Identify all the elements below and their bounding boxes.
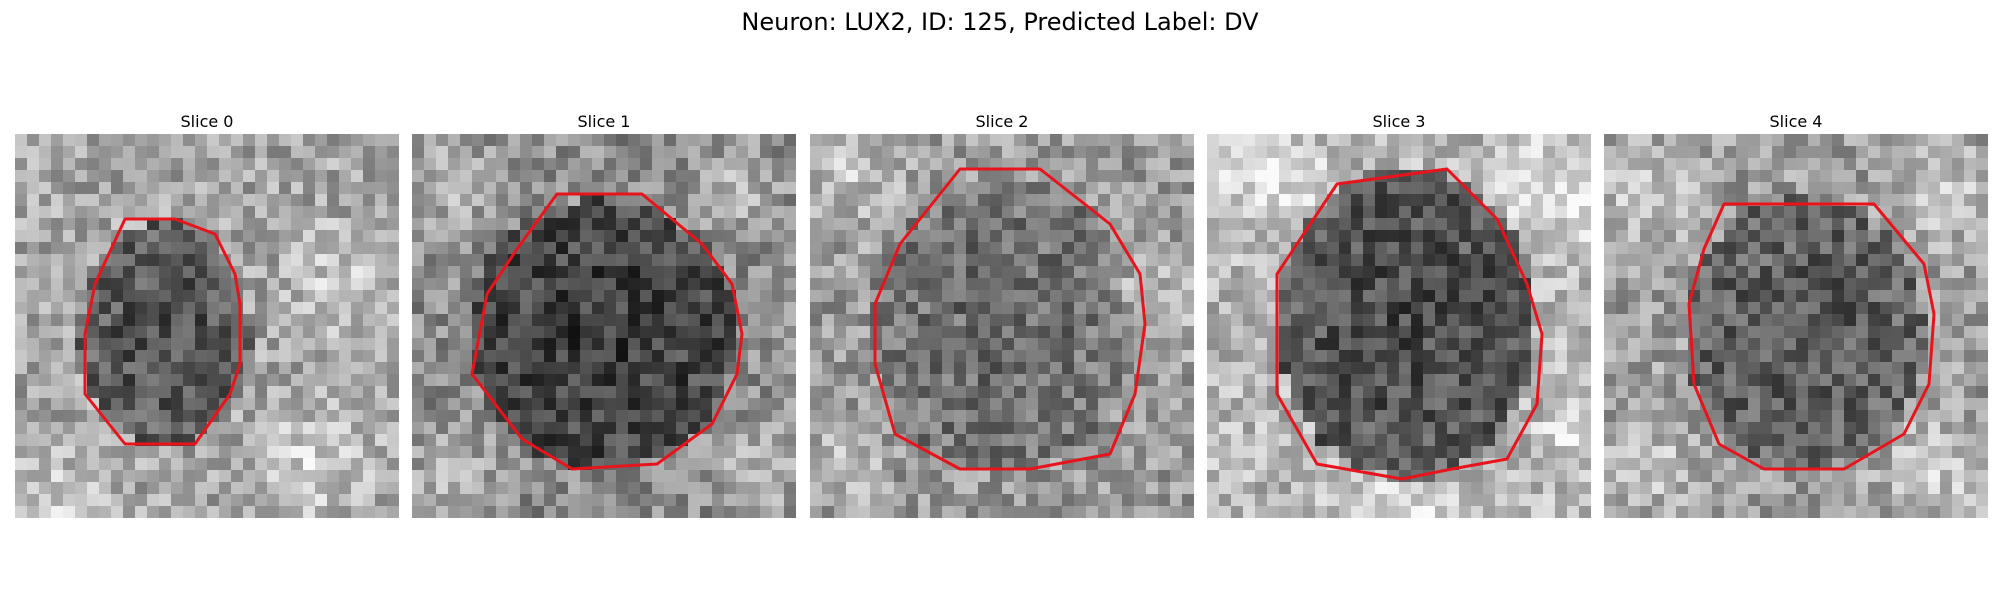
slice-title: Slice 2 [975,112,1029,131]
slice-panel-3: Slice 3 [1207,110,1591,518]
slice-image [810,134,1194,518]
figure-title: Neuron: LUX2, ID: 125, Predicted Label: … [741,8,1259,36]
segmentation-contour [83,217,242,446]
slice-panel-1: Slice 1 [412,110,796,518]
pixel-grid [1604,134,1988,518]
slice-title: Slice 3 [1372,112,1426,131]
slice-title: Slice 0 [180,112,234,131]
pixel-grid [1207,134,1591,518]
slice-panel-2: Slice 2 [810,110,1194,518]
slice-title: Slice 1 [577,112,631,131]
pixel-grid [15,134,399,518]
slice-title: Slice 4 [1769,112,1823,131]
slice-image [1604,134,1988,518]
slice-image [412,134,796,518]
segmentation-contour [1687,202,1936,471]
slice-panel-0: Slice 0 [15,110,399,518]
slice-image [15,134,399,518]
pixel-grid [412,134,796,518]
pixel-grid [810,134,1194,518]
slice-panel-4: Slice 4 [1604,110,1988,518]
slice-image [1207,134,1591,518]
segmentation-contour [873,167,1147,471]
segmentation-contour [1275,167,1544,481]
segmentation-contour [470,192,744,471]
